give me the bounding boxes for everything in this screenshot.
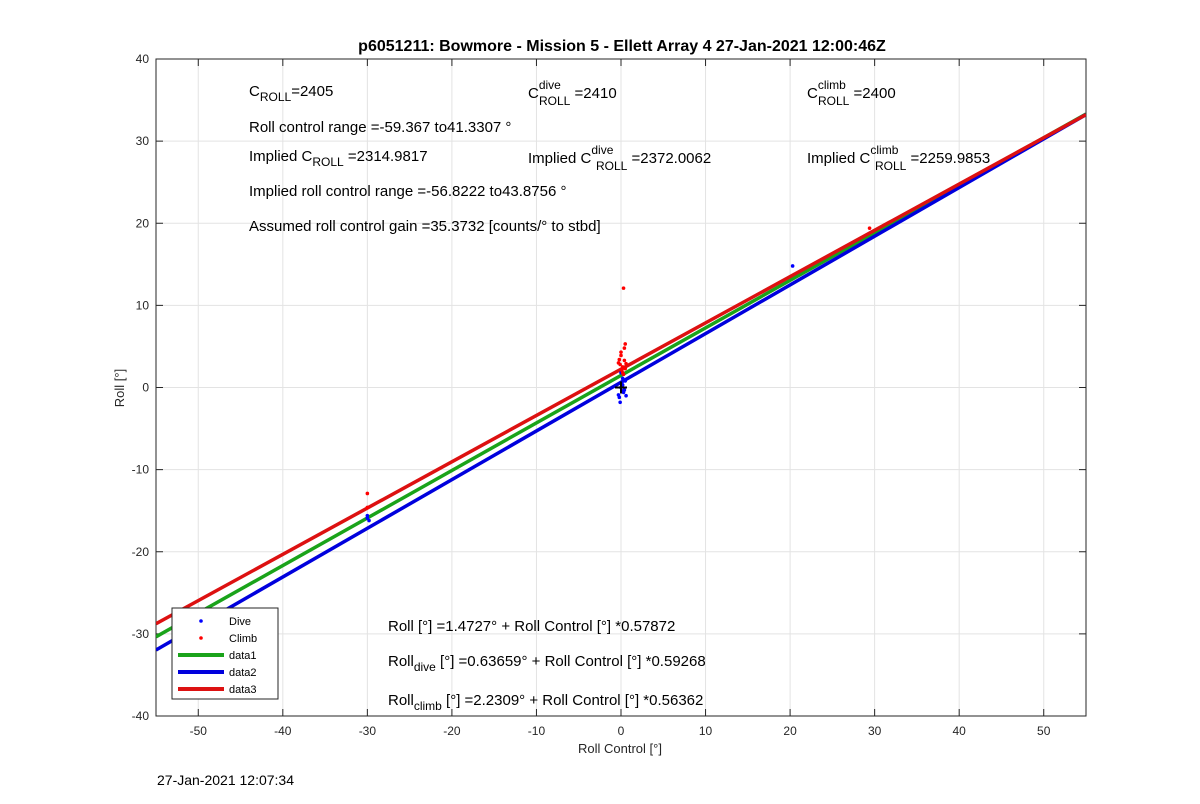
- x-tick-label: -40: [274, 724, 292, 738]
- x-tick-label: 50: [1037, 724, 1051, 738]
- point-climb: [365, 505, 370, 510]
- implied-c-roll-climb-annotation: Implied Cclimb ROLL =2259.9853: [807, 143, 990, 173]
- y-tick-label: -20: [132, 545, 150, 559]
- y-tick-label: -30: [132, 627, 150, 641]
- x-tick-label: -20: [443, 724, 461, 738]
- point-climb: [619, 353, 623, 358]
- x-axis-label: Roll Control [°]: [578, 741, 662, 756]
- x-tick-label: -30: [359, 724, 377, 738]
- legend-marker-climb: [199, 636, 203, 640]
- y-tick-label: -10: [132, 463, 150, 477]
- legend-label-data3: data3: [229, 684, 257, 696]
- point-dive: [365, 513, 370, 518]
- point-climb: [624, 361, 628, 366]
- c-roll-climb-annotation: Cclimb ROLL =2400: [807, 78, 896, 108]
- point-dive: [623, 379, 628, 383]
- x-tick-label: -50: [190, 724, 208, 738]
- point-dive: [618, 400, 622, 405]
- point-climb: [618, 362, 622, 367]
- y-tick-label: 40: [136, 52, 150, 66]
- point-dive: [790, 264, 795, 268]
- point-climb: [617, 357, 622, 362]
- fit-climb-annotation: Rollclimb [°] =2.2309° + Roll Control [°…: [388, 692, 703, 713]
- legend-label-data1: data1: [229, 650, 257, 662]
- point-climb: [867, 226, 872, 230]
- y-tick-label: 0: [142, 381, 149, 395]
- c-roll-annotation: CROLL=2405: [249, 83, 333, 104]
- point-dive: [616, 393, 621, 397]
- y-tick-label: 30: [136, 134, 150, 148]
- point-dive: [620, 376, 625, 381]
- point-dive: [367, 518, 371, 523]
- y-tick-label: 10: [136, 298, 150, 312]
- footer-timestamp: 27-Jan-2021 12:07:34: [157, 772, 294, 788]
- legend-label-data2: data2: [229, 667, 257, 679]
- point-climb: [622, 358, 627, 363]
- x-tick-label: 30: [868, 724, 882, 738]
- chart-title: p6051211: Bowmore - Mission 5 - Ellett A…: [358, 38, 886, 55]
- point-climb: [619, 350, 623, 354]
- legend-label-dive: Dive: [229, 616, 251, 628]
- y-tick-label: -40: [132, 709, 150, 723]
- x-tick-label: 40: [953, 724, 967, 738]
- point-climb: [623, 366, 628, 371]
- gain-annotation: Assumed roll control gain =35.3732 [coun…: [249, 218, 601, 235]
- x-tick-label: 20: [783, 724, 797, 738]
- x-tick-label: 0: [618, 724, 625, 738]
- x-tick-label: 10: [699, 724, 713, 738]
- roll-control-range-annotation: Roll control range =-59.367 to41.3307 °: [249, 119, 511, 136]
- legend: Dive Climb data1 data2 data3: [171, 607, 279, 700]
- point-climb: [621, 286, 626, 290]
- point-climb: [621, 372, 626, 377]
- y-tick-label: 20: [136, 216, 150, 230]
- legend-marker-dive: [199, 619, 203, 623]
- y-axis-label: Roll [°]: [112, 369, 127, 407]
- axes: -50 -40 -30 -20 -10 0 10 20 30 40 50 -40 -30 -20 -10 0 1…: [132, 52, 1087, 738]
- x-tick-label: -10: [528, 724, 546, 738]
- implied-range-annotation: Implied roll control range =-56.8222 to4…: [249, 183, 566, 200]
- data-points: [196, 226, 872, 625]
- point-climb: [365, 491, 370, 496]
- implied-c-roll-dive-annotation: Implied Cdive ROLL =2372.0062: [528, 143, 711, 173]
- point-climb: [623, 342, 628, 346]
- point-dive: [624, 393, 628, 398]
- fit-dive-annotation: Rolldive [°] =0.63659° + Roll Control [°…: [388, 653, 706, 674]
- legend-label-climb: Climb: [229, 633, 257, 645]
- c-roll-dive-annotation: Cdive ROLL =2410: [528, 78, 617, 108]
- point-climb: [622, 346, 627, 350]
- fit-all-annotation: Roll [°] =1.4727° + Roll Control [°] *0.…: [388, 618, 675, 635]
- implied-c-roll-annotation: Implied CROLL =2314.9817: [249, 148, 428, 169]
